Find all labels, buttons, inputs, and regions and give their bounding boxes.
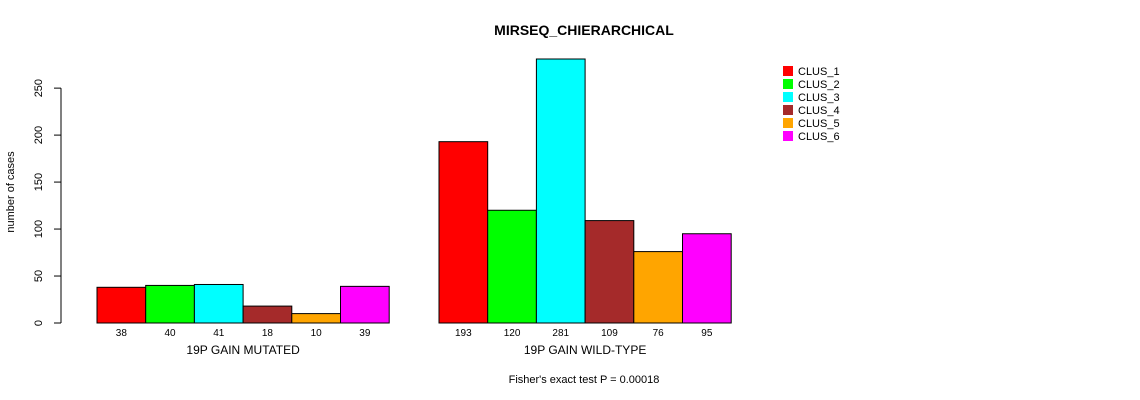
group-label: 19P GAIN WILD-TYPE	[524, 343, 646, 357]
bar-value-label: 40	[164, 328, 176, 339]
y-axis-label: number of cases	[5, 151, 17, 233]
bar-clus4-group2	[584, 220, 635, 324]
bar-clus2-group1	[145, 284, 195, 324]
y-tick-label: 0	[33, 320, 45, 326]
bar-clus3-group2	[535, 58, 586, 324]
legend-label: CLUS_6	[798, 131, 840, 143]
bar-value-label: 39	[359, 328, 371, 339]
legend-swatch	[783, 66, 793, 76]
bar-value-label: 95	[701, 328, 713, 339]
y-tick-label: 200	[33, 126, 45, 144]
bar-value-label: 109	[601, 328, 618, 339]
bar-clus4-group1	[242, 305, 293, 324]
bar-clus2-group2	[487, 209, 537, 324]
chart-title: MIRSEQ_CHIERARCHICAL	[494, 22, 674, 38]
legend-label: CLUS_2	[798, 79, 840, 91]
group-labels: 19P GAIN MUTATED 19P GAIN WILD-TYPE	[186, 343, 646, 357]
bar-value-label: 193	[455, 328, 472, 339]
bar-clus6-group2	[682, 233, 732, 324]
y-axis: 0 50 100 150 200 250	[33, 79, 62, 326]
legend-label: CLUS_5	[798, 118, 840, 130]
legend-swatch	[783, 79, 793, 89]
legend-swatch	[783, 92, 793, 102]
legend-swatch	[783, 118, 793, 128]
bar-value-label: 10	[311, 328, 323, 339]
legend-swatch	[783, 105, 793, 115]
bar-value-label: 76	[653, 328, 665, 339]
bar-clus5-group2	[633, 251, 683, 324]
legend-label: CLUS_4	[798, 105, 840, 117]
bars	[96, 58, 732, 324]
legend-label: CLUS_3	[798, 92, 840, 104]
y-tick-label: 100	[33, 220, 45, 238]
bar-value-label: 38	[116, 328, 128, 339]
bar-value-label: 120	[504, 328, 521, 339]
bar-value-label: 281	[552, 328, 569, 339]
bar-clus6-group1	[340, 285, 390, 324]
y-tick-label: 150	[33, 173, 45, 191]
fisher-test-footnote: Fisher's exact test P = 0.00018	[509, 374, 660, 386]
y-tick-label: 50	[33, 270, 45, 282]
bar-clus3-group1	[193, 283, 244, 324]
y-tick-label: 250	[33, 79, 45, 97]
bar-value-label: 18	[262, 328, 274, 339]
group-label: 19P GAIN MUTATED	[186, 343, 300, 357]
bar-clus1-group1	[96, 286, 147, 324]
bar-value-labels: 38 40 41 18 10 39 193 120 281 109 76 95	[116, 328, 713, 339]
bar-clus5-group1	[291, 313, 341, 324]
bar-clus1-group2	[438, 141, 489, 324]
bar-value-label: 41	[213, 328, 225, 339]
legend-label: CLUS_1	[798, 66, 840, 78]
legend-swatch	[783, 131, 793, 141]
